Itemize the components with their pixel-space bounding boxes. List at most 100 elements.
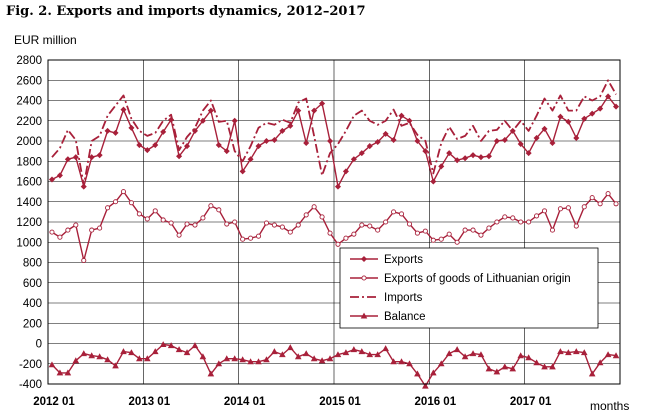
data-point-balance	[342, 349, 350, 356]
data-point-balance	[247, 358, 254, 365]
data-point-exports-of-goods-of-lithuanian-origin	[541, 208, 548, 214]
data-point-exports-of-goods-of-lithuanian-origin	[549, 227, 556, 233]
x-tick-label: 2015 01	[319, 396, 361, 408]
data-point-exports-of-goods-of-lithuanian-origin	[73, 222, 79, 228]
data-point-exports	[358, 150, 365, 157]
data-point-balance	[398, 358, 405, 365]
data-point-balance	[318, 357, 326, 364]
data-point-balance	[445, 350, 453, 357]
data-point-exports-of-goods-of-lithuanian-origin	[232, 219, 238, 225]
data-point-balance	[183, 349, 191, 356]
data-point-exports-of-goods-of-lithuanian-origin	[597, 201, 603, 207]
x-axis-label: months	[590, 399, 630, 413]
data-point-balance	[541, 363, 548, 370]
data-point-exports	[176, 153, 183, 160]
x-tick-label: 2016 01	[415, 396, 457, 408]
legend-entry: Exports of goods of Lithuanian origin	[384, 273, 571, 285]
data-point-exports-of-goods-of-lithuanian-origin	[351, 231, 357, 237]
data-point-exports	[263, 137, 270, 145]
data-point-exports	[319, 100, 326, 107]
data-point-exports-of-goods-of-lithuanian-origin	[319, 214, 325, 220]
y-tick-label: 200	[23, 318, 42, 330]
data-point-exports	[207, 107, 214, 114]
data-point-balance	[366, 351, 374, 358]
data-point-exports-of-goods-of-lithuanian-origin	[144, 216, 150, 222]
data-point-exports-of-goods-of-lithuanian-origin	[263, 220, 270, 226]
series-imports	[51, 79, 617, 187]
data-point-exports	[48, 176, 55, 183]
data-point-balance	[358, 348, 366, 355]
data-point-balance	[326, 355, 334, 362]
data-point-exports	[382, 130, 389, 137]
data-point-exports	[573, 134, 580, 141]
data-point-balance	[231, 355, 239, 362]
data-point-exports-of-goods-of-lithuanian-origin	[57, 234, 63, 240]
data-point-balance	[271, 348, 278, 355]
data-point-exports-of-goods-of-lithuanian-origin	[478, 232, 484, 238]
data-point-balance	[159, 341, 167, 348]
data-point-exports	[303, 140, 310, 147]
y-tick-label: 2600	[16, 75, 42, 87]
data-point-exports	[160, 128, 167, 135]
y-tick-label: 2200	[16, 116, 42, 128]
data-point-exports-of-goods-of-lithuanian-origin	[526, 219, 532, 225]
data-point-exports-of-goods-of-lithuanian-origin	[255, 233, 262, 239]
data-point-exports-of-goods-of-lithuanian-origin	[589, 195, 595, 201]
legend-marker	[360, 255, 368, 263]
data-point-exports	[56, 172, 63, 179]
data-point-exports	[88, 154, 95, 161]
data-point-exports	[438, 163, 445, 170]
data-point-balance	[263, 356, 270, 363]
data-point-exports-of-goods-of-lithuanian-origin	[224, 221, 230, 227]
data-point-exports	[477, 154, 484, 161]
data-point-balance	[390, 358, 397, 365]
legend-entry: Exports	[384, 254, 423, 266]
data-point-exports	[287, 122, 294, 129]
data-point-exports-of-goods-of-lithuanian-origin	[216, 207, 222, 213]
data-point-balance	[302, 350, 310, 357]
data-point-balance	[96, 353, 103, 360]
data-point-balance	[429, 369, 437, 376]
data-point-exports-of-goods-of-lithuanian-origin	[200, 215, 206, 221]
data-point-exports-of-goods-of-lithuanian-origin	[391, 209, 397, 215]
data-point-exports-of-goods-of-lithuanian-origin	[534, 213, 540, 219]
series-line-imports	[51, 79, 617, 187]
data-point-balance	[279, 351, 286, 358]
data-point-balance	[80, 350, 88, 357]
data-point-balance	[136, 355, 143, 362]
data-point-balance	[469, 350, 477, 357]
data-point-exports-of-goods-of-lithuanian-origin	[112, 199, 119, 205]
data-point-balance	[525, 354, 532, 361]
data-point-exports-of-goods-of-lithuanian-origin	[565, 205, 571, 211]
data-point-balance	[104, 356, 111, 363]
data-point-exports-of-goods-of-lithuanian-origin	[375, 227, 381, 233]
data-point-exports-of-goods-of-lithuanian-origin	[81, 257, 87, 264]
data-point-exports	[557, 113, 564, 120]
data-point-exports-of-goods-of-lithuanian-origin	[136, 211, 142, 217]
y-tick-label: 2000	[16, 136, 42, 148]
data-point-exports	[485, 153, 492, 160]
y-tick-label: 1400	[16, 197, 42, 209]
data-point-exports-of-goods-of-lithuanian-origin	[359, 222, 365, 228]
data-point-exports	[342, 168, 349, 175]
data-point-exports	[231, 117, 238, 124]
data-point-exports-of-goods-of-lithuanian-origin	[208, 203, 214, 209]
data-point-exports-of-goods-of-lithuanian-origin	[494, 219, 500, 225]
data-point-exports-of-goods-of-lithuanian-origin	[573, 223, 579, 229]
data-point-exports	[152, 142, 159, 149]
y-tick-label: -200	[19, 359, 42, 371]
data-point-balance	[477, 351, 485, 358]
data-point-balance	[533, 359, 540, 366]
data-point-exports-of-goods-of-lithuanian-origin	[240, 236, 246, 242]
x-tick-label: 2012 01	[33, 396, 75, 408]
y-tick-label: 2800	[16, 55, 42, 67]
chart-title: Fig. 2. Exports and imports dynamics, 20…	[6, 4, 366, 19]
series-exports-of-goods-of-lithuanian-origin	[49, 189, 619, 264]
data-point-exports-of-goods-of-lithuanian-origin	[470, 227, 476, 233]
data-point-exports	[80, 183, 87, 190]
data-point-exports	[255, 143, 262, 150]
data-point-exports	[589, 110, 596, 117]
legend-marker	[360, 312, 368, 319]
data-point-balance	[334, 351, 342, 358]
data-point-exports	[565, 118, 572, 125]
